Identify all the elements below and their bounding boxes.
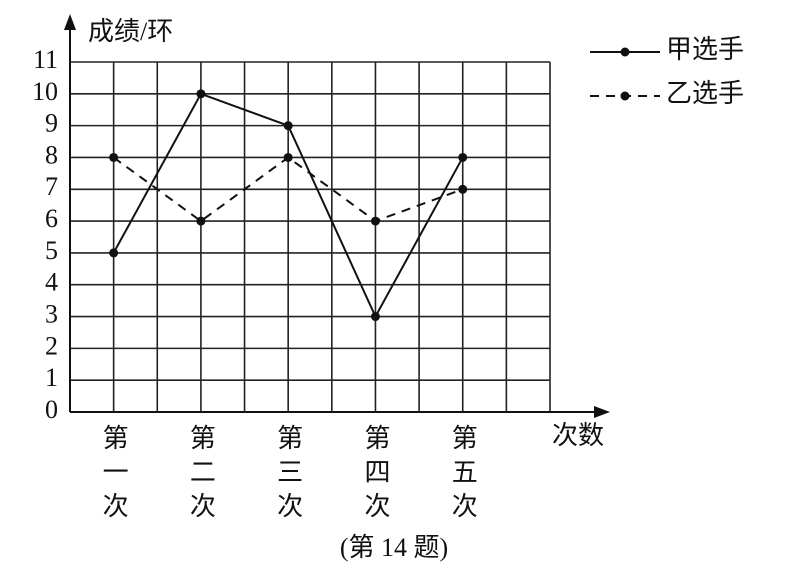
- legend-dot: [620, 47, 630, 57]
- data-point: [370, 312, 380, 322]
- data-point: [109, 152, 119, 162]
- y-tick-label: 6: [45, 204, 58, 233]
- x-axis-arrow: [594, 406, 610, 418]
- x-tick-label: 第一次: [99, 424, 128, 526]
- y-axis-label: 成绩/环: [88, 17, 173, 46]
- y-axis-arrow: [64, 14, 76, 30]
- y-tick-label: 0: [45, 395, 58, 424]
- y-tick-label: 11: [33, 45, 58, 74]
- legend-label: 甲选手: [666, 35, 744, 64]
- data-point: [370, 216, 380, 226]
- y-tick-label: 8: [45, 140, 58, 169]
- y-tick-label: 9: [45, 109, 58, 138]
- data-point: [458, 152, 468, 162]
- data-point: [196, 89, 206, 99]
- y-tick-label: 10: [32, 77, 58, 106]
- x-tick-label: 第三次: [274, 424, 303, 526]
- x-tick-label: 第四次: [361, 424, 390, 526]
- legend-label: 乙选手: [666, 79, 744, 108]
- y-tick-label: 4: [45, 268, 58, 297]
- x-axis-label: 次数: [552, 421, 604, 450]
- y-tick-label: 2: [45, 331, 58, 360]
- data-point: [109, 248, 119, 258]
- y-tick-label: 7: [45, 172, 58, 201]
- caption: (第 14 题): [340, 533, 448, 562]
- y-tick-label: 5: [45, 236, 58, 265]
- y-tick-label: 1: [45, 363, 58, 392]
- y-tick-label: 3: [45, 300, 58, 329]
- data-point: [283, 121, 293, 131]
- legend-dot: [620, 91, 630, 101]
- x-tick-label: 第二次: [186, 424, 215, 526]
- data-point: [458, 184, 468, 194]
- data-point: [283, 152, 293, 162]
- data-point: [196, 216, 206, 226]
- x-tick-label: 第五次: [448, 424, 477, 526]
